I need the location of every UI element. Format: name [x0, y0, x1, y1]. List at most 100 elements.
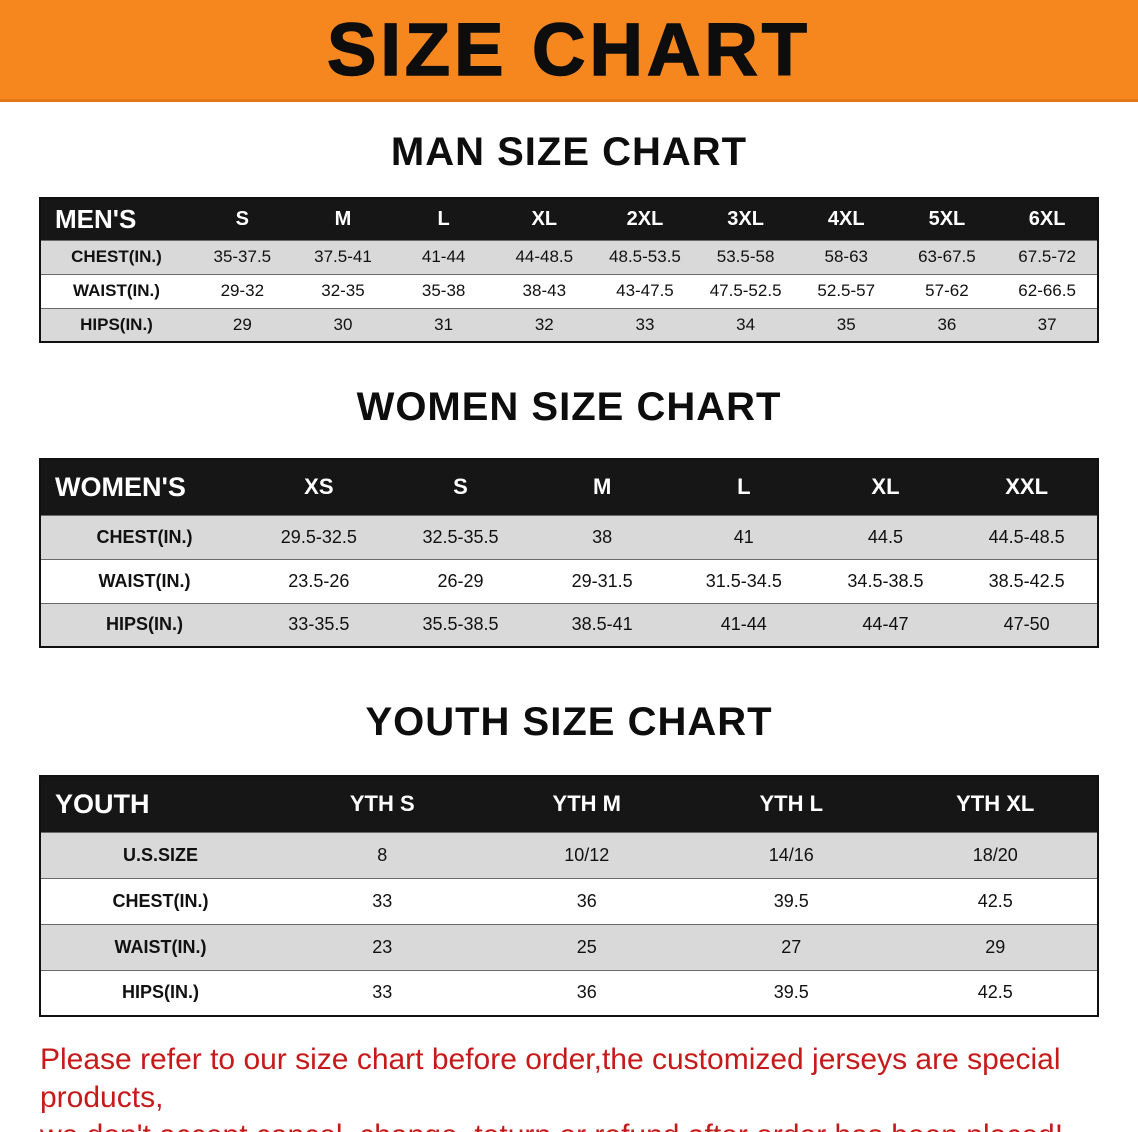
size-header-cell: XXL: [956, 459, 1098, 515]
value-cell: 29-31.5: [531, 558, 673, 603]
size-header-cell: YTH L: [689, 776, 894, 832]
row-label-cell: CHEST(IN.): [40, 239, 192, 274]
value-cell: 25: [484, 923, 689, 970]
value-cell: 26-29: [389, 558, 532, 603]
value-cell: 44.5: [814, 514, 957, 559]
value-cell: 38: [531, 514, 673, 559]
table-header-row: WOMEN'S XS S M L XL XXL: [40, 459, 1098, 515]
row-label-cell: HIPS(IN.): [40, 969, 280, 1016]
value-cell: 14/16: [689, 831, 894, 878]
value-cell: 8: [280, 831, 485, 878]
value-cell: 52.5-57: [795, 273, 897, 308]
value-cell: 36: [484, 877, 689, 924]
value-cell: 41-44: [393, 239, 494, 274]
value-cell: 33: [594, 307, 696, 342]
value-cell: 23: [280, 923, 485, 970]
value-cell: 29: [893, 923, 1098, 970]
table-row: CHEST(IN.) 35-37.5 37.5-41 41-44 44-48.5 48.5…: [40, 239, 1098, 274]
row-label-cell: WAIST(IN.): [40, 558, 248, 603]
value-cell: 31.5-34.5: [672, 558, 815, 603]
table-header-row: MEN'S S M L XL 2XL 3XL 4XL 5XL 6XL: [40, 198, 1098, 240]
value-cell: 29.5-32.5: [248, 514, 390, 559]
value-cell: 57-62: [896, 273, 998, 308]
size-header-cell: L: [393, 198, 494, 240]
value-cell: 33-35.5: [248, 602, 390, 647]
table-title-cell: MEN'S: [40, 198, 192, 240]
value-cell: 35: [795, 307, 897, 342]
value-cell: 29: [192, 307, 293, 342]
value-cell: 32: [493, 307, 595, 342]
value-cell: 35.5-38.5: [389, 602, 532, 647]
value-cell: 33: [280, 877, 485, 924]
size-header-cell: YTH XL: [893, 776, 1098, 832]
value-cell: 36: [484, 969, 689, 1016]
table-row: HIPS(IN.) 33 36 39.5 42.5: [40, 969, 1098, 1016]
value-cell: 47-50: [956, 602, 1098, 647]
table-row: WAIST(IN.) 29-32 32-35 35-38 38-43 43-47.5 47.…: [40, 273, 1098, 308]
value-cell: 10/12: [484, 831, 689, 878]
value-cell: 32.5-35.5: [389, 514, 532, 559]
value-cell: 44-47: [814, 602, 957, 647]
row-label-cell: CHEST(IN.): [40, 514, 248, 559]
table-row: U.S.SIZE 8 10/12 14/16 18/20: [40, 831, 1098, 878]
size-header-cell: XS: [248, 459, 390, 515]
table-title-cell: YOUTH: [40, 776, 280, 832]
size-header-cell: M: [531, 459, 673, 515]
table-row: WAIST(IN.) 23 25 27 29: [40, 923, 1098, 970]
value-cell: 39.5: [689, 969, 894, 1016]
size-header-cell: S: [192, 198, 293, 240]
men-size-table: MEN'S S M L XL 2XL 3XL 4XL 5XL 6XL CHEST(IN.) 35-37…: [39, 197, 1099, 343]
order-notice-line-1: Please refer to our size chart before or…: [40, 1043, 1061, 1114]
value-cell: 53.5-58: [695, 239, 796, 274]
value-cell: 47.5-52.5: [695, 273, 796, 308]
size-header-cell: 2XL: [594, 198, 696, 240]
order-notice: Please refer to our size chart before or…: [40, 1041, 1138, 1132]
value-cell: 27: [689, 923, 894, 970]
section-heading-women: WOMEN SIZE CHART: [356, 385, 782, 429]
value-cell: 39.5: [689, 877, 894, 924]
value-cell: 18/20: [893, 831, 1098, 878]
table-row: HIPS(IN.) 33-35.5 35.5-38.5 38.5-41 41-44 44-…: [40, 602, 1098, 647]
women-size-table: WOMEN'S XS S M L XL XXL CHEST(IN.) 29.5-32.5 32.5…: [39, 458, 1099, 648]
size-header-cell: L: [672, 459, 815, 515]
value-cell: 23.5-26: [248, 558, 390, 603]
value-cell: 38.5-41: [531, 602, 673, 647]
value-cell: 37.5-41: [292, 239, 394, 274]
order-notice-line-2: we don't accept cancel, change, teturn o…: [40, 1117, 1138, 1132]
row-label-cell: HIPS(IN.): [40, 307, 192, 342]
size-header-cell: XL: [814, 459, 957, 515]
row-label-cell: CHEST(IN.): [40, 877, 280, 924]
value-cell: 35-38: [393, 273, 494, 308]
value-cell: 44-48.5: [493, 239, 595, 274]
youth-size-table: YOUTH YTH S YTH M YTH L YTH XL U.S.SIZE 8 10/12…: [39, 775, 1099, 1017]
section-heading-youth: YOUTH SIZE CHART: [365, 700, 773, 744]
table-row: WAIST(IN.) 23.5-26 26-29 29-31.5 31.5-34.5 34…: [40, 558, 1098, 603]
value-cell: 43-47.5: [594, 273, 696, 308]
size-header-cell: 5XL: [896, 198, 998, 240]
value-cell: 67.5-72: [997, 239, 1098, 274]
value-cell: 37: [997, 307, 1098, 342]
size-header-cell: M: [292, 198, 394, 240]
table-title-cell: WOMEN'S: [40, 459, 248, 515]
row-label-cell: U.S.SIZE: [40, 831, 280, 878]
value-cell: 42.5: [893, 877, 1098, 924]
value-cell: 41: [672, 514, 815, 559]
table-row: CHEST(IN.) 33 36 39.5 42.5: [40, 877, 1098, 924]
value-cell: 44.5-48.5: [956, 514, 1098, 559]
value-cell: 62-66.5: [997, 273, 1098, 308]
value-cell: 38.5-42.5: [956, 558, 1098, 603]
row-label-cell: WAIST(IN.): [40, 923, 280, 970]
value-cell: 63-67.5: [896, 239, 998, 274]
page-title: SIZE CHART: [326, 7, 811, 92]
value-cell: 35-37.5: [192, 239, 293, 274]
table-row: HIPS(IN.) 29 30 31 32 33 34 35 36 37: [40, 307, 1098, 342]
row-label-cell: HIPS(IN.): [40, 602, 248, 647]
size-header-cell: YTH S: [280, 776, 485, 832]
table-row: CHEST(IN.) 29.5-32.5 32.5-35.5 38 41 44.5 44.5…: [40, 514, 1098, 559]
value-cell: 48.5-53.5: [594, 239, 696, 274]
value-cell: 34.5-38.5: [814, 558, 957, 603]
value-cell: 29-32: [192, 273, 293, 308]
size-header-cell: 3XL: [695, 198, 796, 240]
value-cell: 34: [695, 307, 796, 342]
